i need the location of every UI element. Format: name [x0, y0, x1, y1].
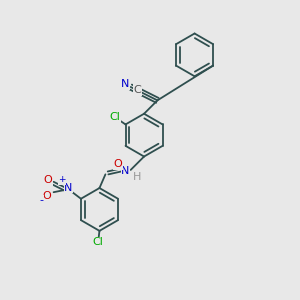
- Text: -: -: [39, 196, 43, 206]
- Text: N: N: [121, 166, 130, 176]
- Text: +: +: [58, 175, 66, 184]
- Text: O: O: [43, 191, 51, 201]
- Text: H: H: [133, 172, 141, 182]
- Text: O: O: [113, 159, 122, 169]
- Text: Cl: Cl: [92, 237, 104, 247]
- Text: O: O: [43, 175, 52, 185]
- Text: N: N: [64, 183, 73, 193]
- Text: C: C: [133, 85, 141, 95]
- Text: Cl: Cl: [110, 112, 121, 122]
- Text: N: N: [121, 79, 130, 89]
